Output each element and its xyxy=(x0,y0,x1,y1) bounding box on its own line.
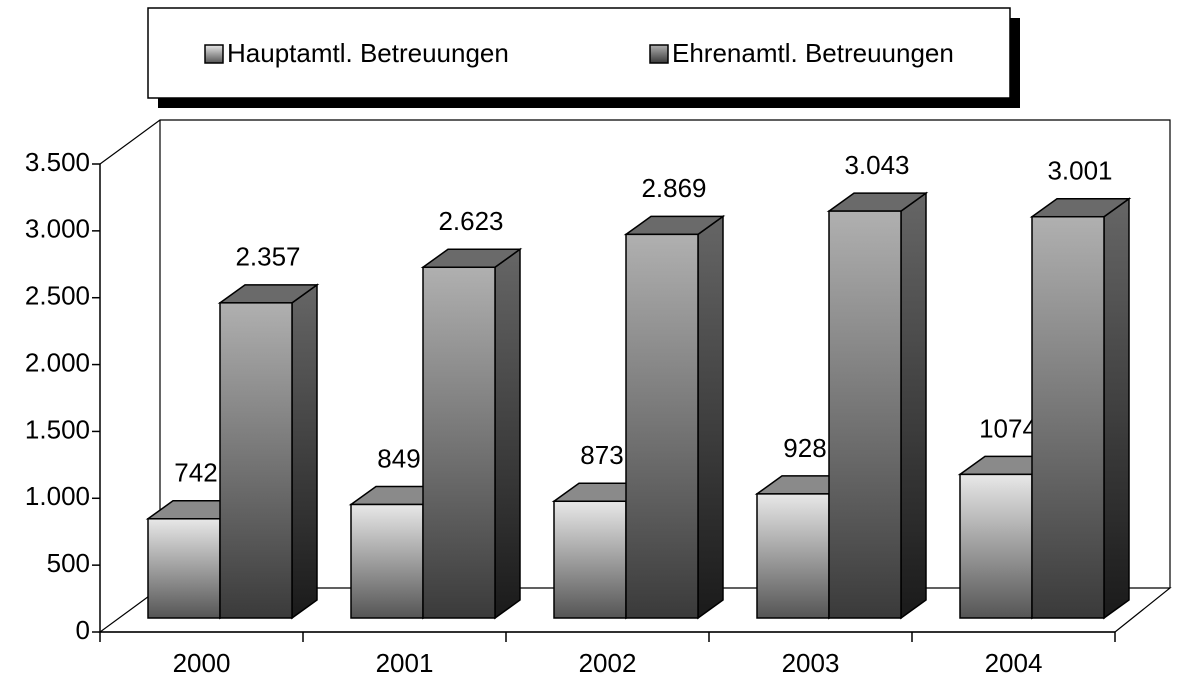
bar xyxy=(422,266,496,619)
bar xyxy=(350,503,424,619)
data-label: 2.357 xyxy=(235,242,300,272)
data-label: 3.001 xyxy=(1047,156,1112,186)
legend-swatch xyxy=(649,44,669,64)
legend-label: Ehrenamtl. Betreuungen xyxy=(672,38,954,68)
bar xyxy=(959,473,1033,619)
data-label: 849 xyxy=(377,443,420,473)
x-tick-label: 2003 xyxy=(782,648,840,678)
x-tick-label: 2001 xyxy=(376,648,434,678)
bar xyxy=(828,210,902,619)
y-tick-label: 0 xyxy=(76,615,90,645)
legend-swatch xyxy=(204,44,224,64)
bar-side xyxy=(291,283,318,620)
x-tick-label: 2000 xyxy=(173,648,231,678)
legend-box xyxy=(147,7,1011,99)
data-label: 3.043 xyxy=(844,150,909,180)
data-label: 1074 xyxy=(979,413,1037,443)
y-tick-label: 3.500 xyxy=(25,147,90,177)
bar xyxy=(219,302,293,619)
data-label: 2.869 xyxy=(641,173,706,203)
data-label: 873 xyxy=(580,440,623,470)
y-tick-label: 500 xyxy=(47,548,90,578)
y-tick-label: 1.500 xyxy=(25,414,90,444)
x-tick-label: 2002 xyxy=(579,648,637,678)
bar xyxy=(1031,215,1105,619)
y-tick-label: 2.500 xyxy=(25,281,90,311)
bar-side xyxy=(1103,197,1130,620)
bar xyxy=(756,493,830,619)
bar xyxy=(147,518,221,619)
y-tick-label: 2.000 xyxy=(25,347,90,377)
legend-label: Hauptamtl. Betreuungen xyxy=(227,38,509,68)
y-tick-label: 3.000 xyxy=(25,214,90,244)
x-tick-label: 2004 xyxy=(985,648,1043,678)
bar xyxy=(625,233,699,619)
data-label: 742 xyxy=(174,458,217,488)
data-label: 2.623 xyxy=(438,206,503,236)
data-label: 928 xyxy=(783,433,826,463)
y-tick-label: 1.000 xyxy=(25,481,90,511)
bar-side xyxy=(494,247,521,620)
bar-side xyxy=(697,214,724,620)
bar-side xyxy=(900,191,927,620)
bar xyxy=(553,500,627,619)
